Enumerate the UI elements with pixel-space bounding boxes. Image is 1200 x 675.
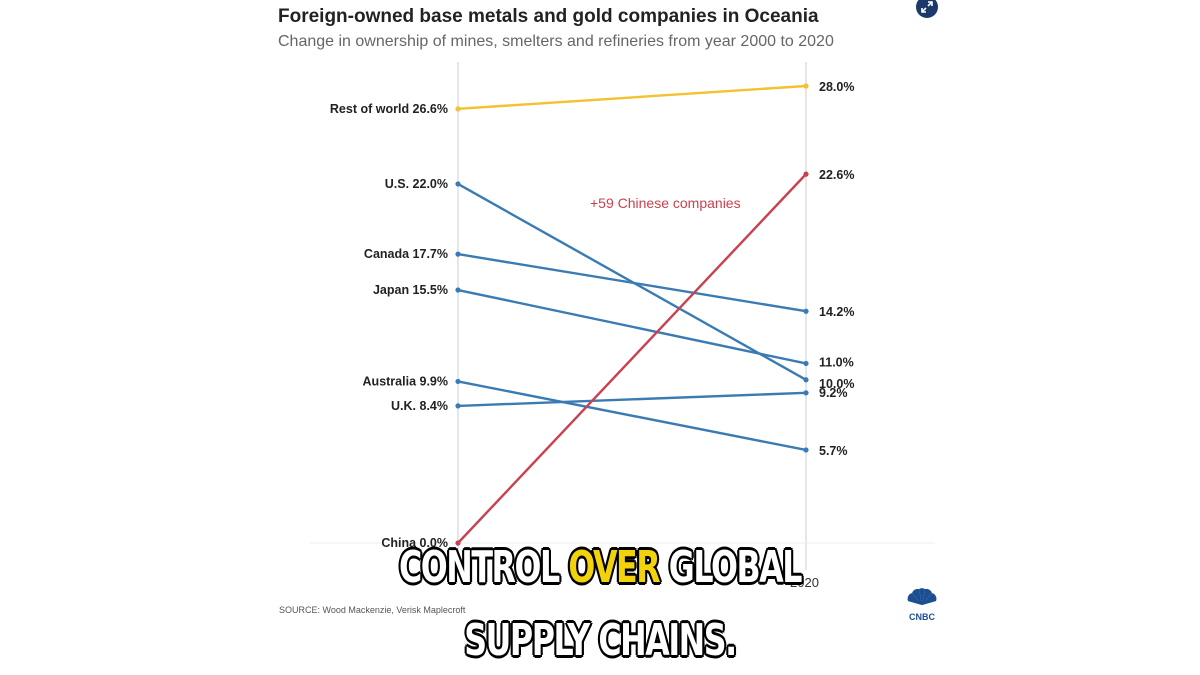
end-label-australia: 5.7% [819, 444, 848, 458]
series-line-japan [457, 288, 807, 365]
annotation-chinese-companies: +59 Chinese companies [590, 195, 741, 211]
series-line-canada [457, 252, 807, 313]
point-2020-canada [803, 308, 809, 314]
caption-line-2: SUPPLY CHAINS. [464, 615, 737, 666]
start-label-rest-of-world: Rest of world 26.6% [330, 102, 448, 116]
series-line-u-k [457, 391, 807, 408]
end-label-u-k: 9.2% [819, 386, 848, 400]
point-2000-rest-of-world [455, 106, 461, 112]
chart-title: Foreign-owned base metals and gold compa… [278, 6, 819, 27]
svg-text:CNBC: CNBC [909, 612, 935, 622]
point-2020-u-k [803, 390, 809, 396]
point-2020-australia [803, 447, 809, 453]
start-label-u-k: U.K. 8.4% [391, 399, 448, 413]
point-2000-australia [455, 378, 461, 385]
series-line-china [457, 173, 807, 544]
end-label-u-s: 10.0% [819, 377, 854, 391]
point-2000-u-s [455, 181, 461, 187]
point-2000-china [455, 540, 461, 546]
start-label-japan: Japan 15.5% [373, 283, 448, 297]
expand-arrows-icon [921, 1, 933, 13]
end-label-rest-of-world: 28.0% [819, 80, 854, 94]
series-line-australia [457, 380, 807, 452]
point-2000-japan [455, 287, 461, 293]
chart-subtitle: Change in ownership of mines, smelters a… [278, 33, 834, 50]
start-label-canada: Canada 17.7% [364, 247, 448, 261]
point-2020-china [803, 171, 809, 177]
point-2000-u-k [455, 403, 461, 409]
point-2000-canada [455, 251, 461, 257]
end-label-canada: 14.2% [819, 305, 854, 319]
cnbc-logo: CNBC [907, 588, 937, 622]
expand-icon[interactable] [916, 0, 938, 18]
point-2020-u-s [803, 377, 809, 383]
series-line-rest-of-world [457, 84, 807, 111]
start-label-australia: Australia 9.9% [363, 374, 448, 388]
caption-line-1: CONTROL OVER GLOBAL [398, 542, 802, 593]
x-tick-label-2020: 2020 [790, 575, 819, 590]
start-label-u-s: U.S. 22.0% [385, 177, 448, 191]
end-label-japan: 11.0% [819, 355, 854, 369]
point-2020-japan [803, 360, 809, 367]
end-label-china: 22.6% [819, 168, 854, 182]
chart-frame [262, 0, 948, 675]
start-label-china: China 0.0% [381, 536, 448, 550]
point-2020-rest-of-world [803, 83, 809, 89]
source-note: SOURCE: Wood Mackenzie, Verisk Maplecrof… [279, 605, 466, 615]
